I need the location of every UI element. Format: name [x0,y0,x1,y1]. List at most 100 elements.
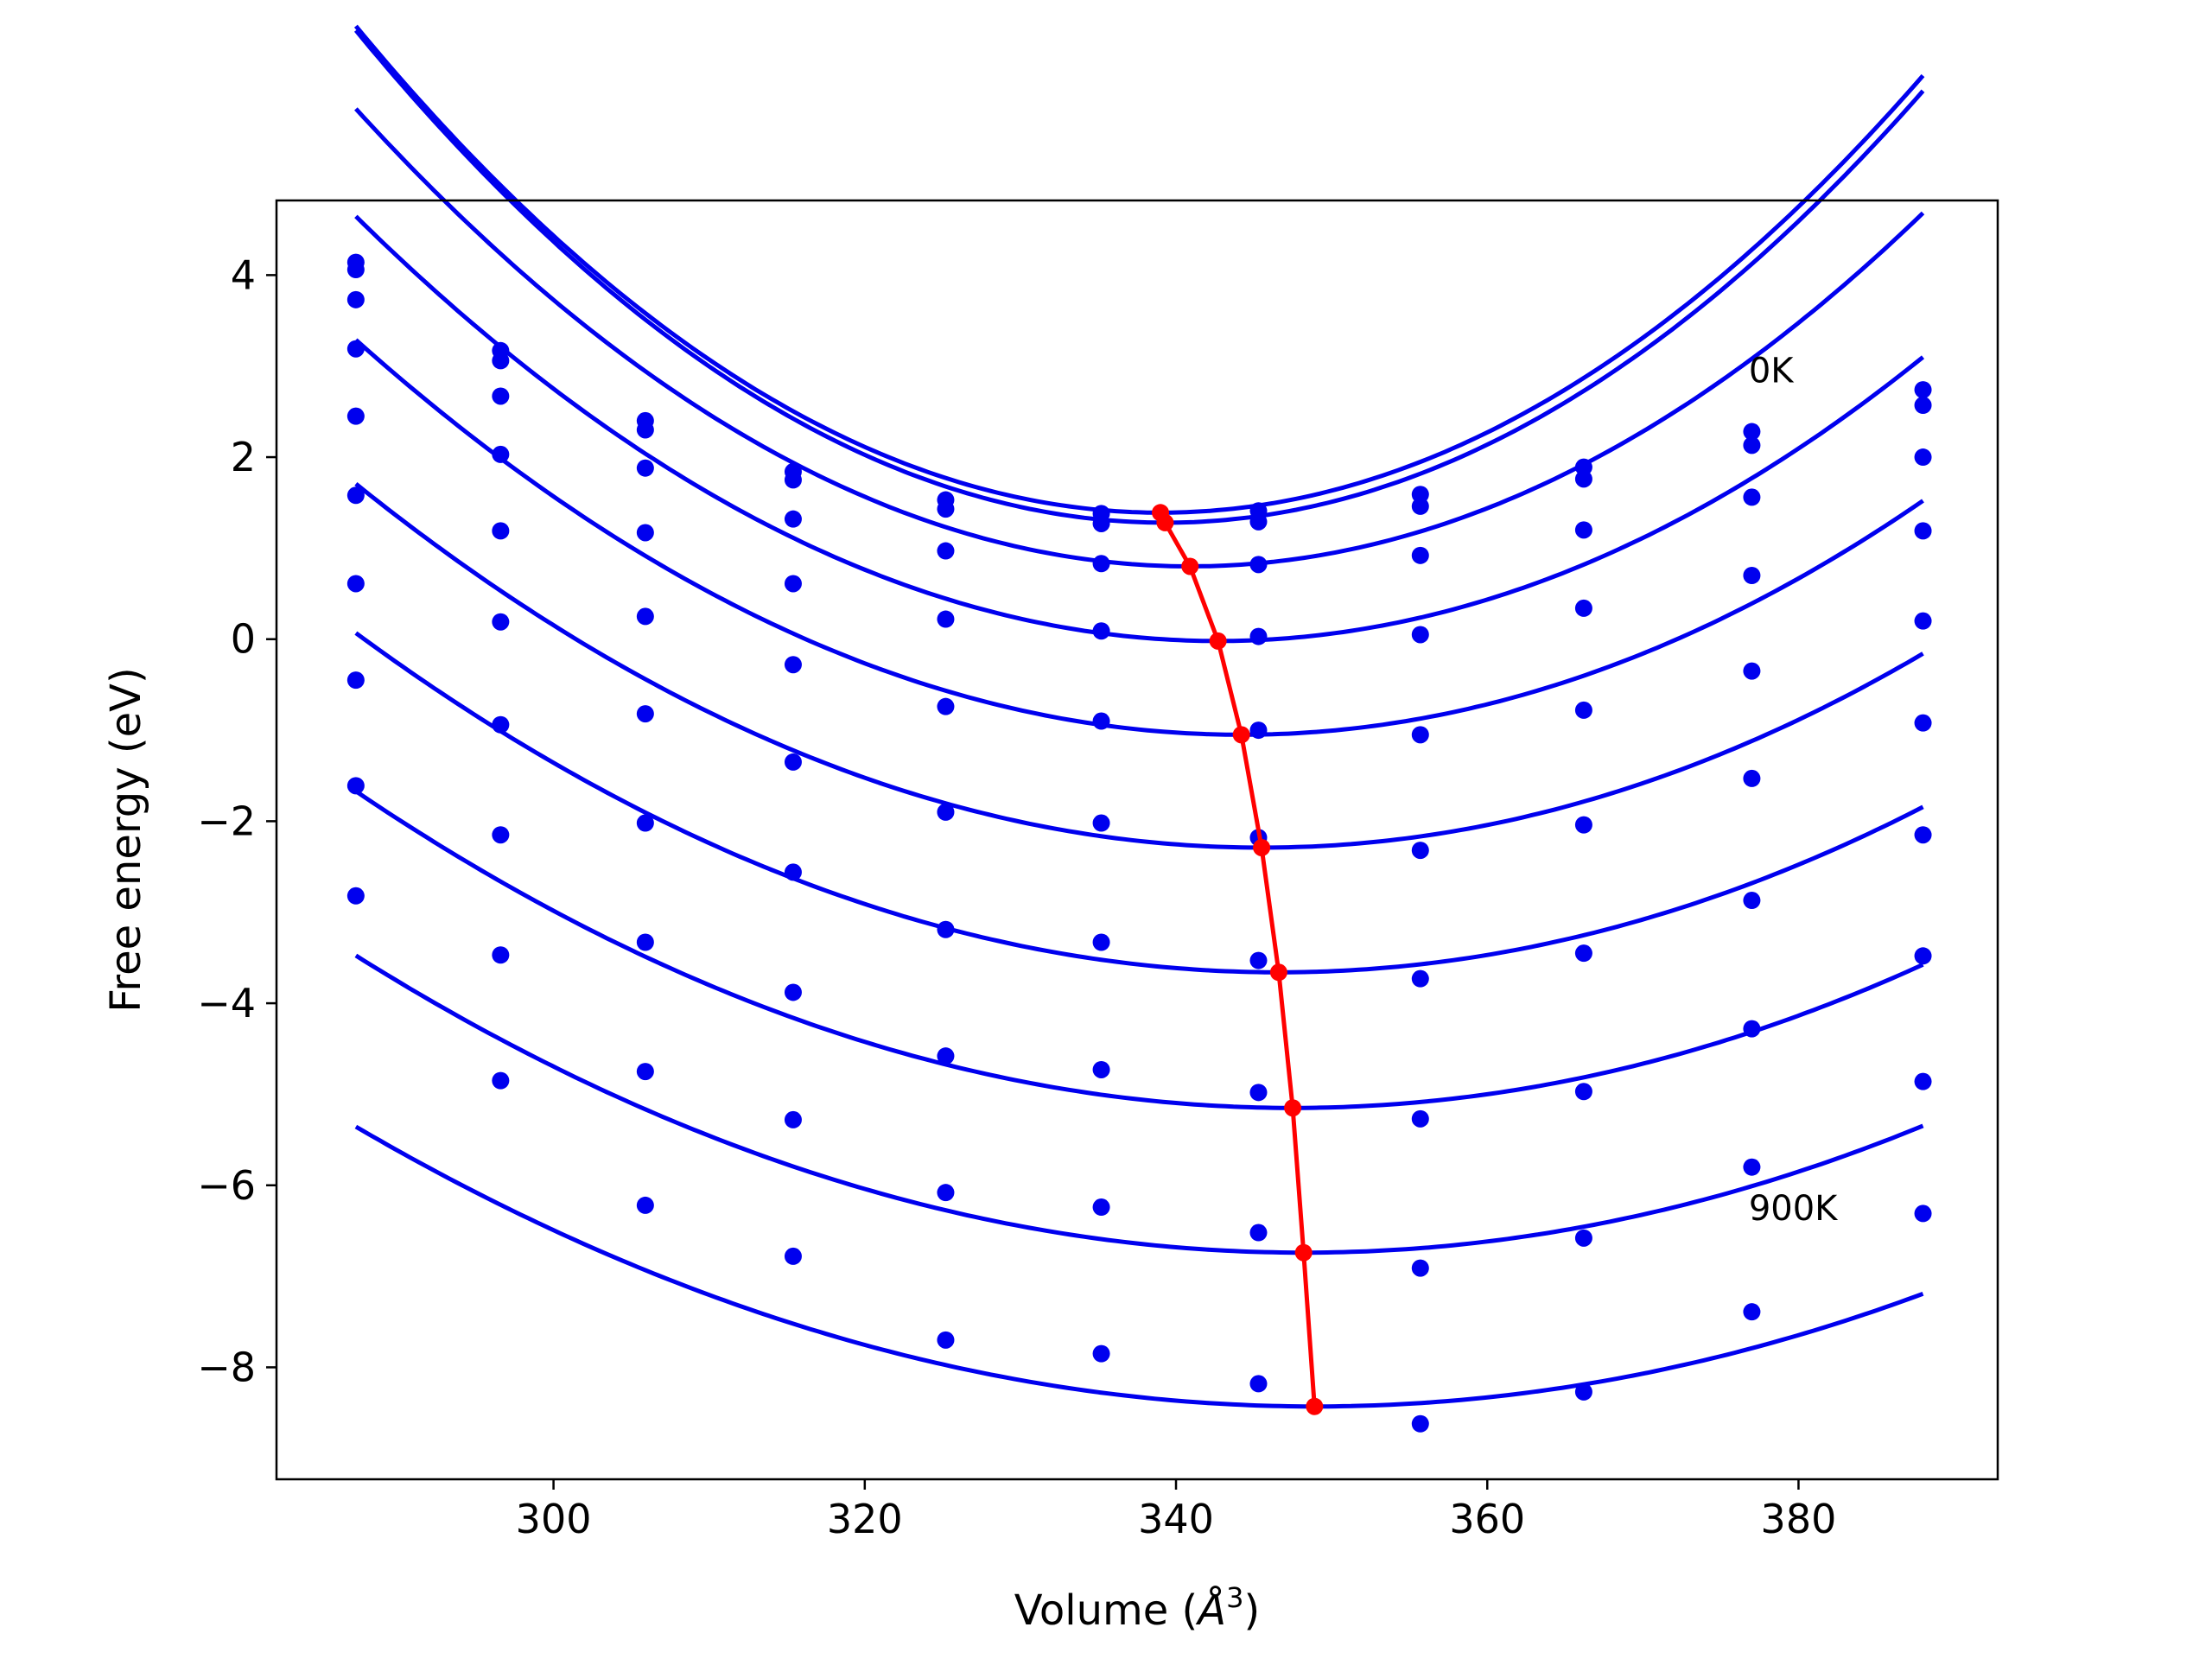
data-point [1092,622,1110,640]
data-point [1574,470,1592,488]
data-point [1743,423,1761,441]
data-point [346,671,365,690]
data-point [937,1331,955,1349]
data-point [1574,816,1592,834]
data-point [346,777,365,795]
data-point [492,522,510,540]
x-tick-label: 320 [827,1496,903,1542]
data-point [784,1247,802,1265]
minima-line [1152,504,1324,1415]
data-point [1092,814,1110,832]
annotation-label: 0K [1749,352,1795,391]
data-point [1914,826,1932,844]
data-point [346,340,365,358]
data-point [346,261,365,279]
data-point [492,826,510,844]
data-point [1249,1084,1268,1102]
data-point [937,542,955,560]
fit-curve-2 [354,107,1925,569]
data-point [1249,627,1268,645]
minimum-point [1294,1243,1313,1262]
data-point [492,715,510,734]
data-point [636,933,654,951]
data-point [636,1063,654,1081]
data-point [1574,1382,1592,1401]
fit-curve-9 [354,1124,1924,1409]
data-point [1092,1060,1110,1078]
data-point [1574,599,1592,617]
data-point [1411,497,1429,515]
data-point [1411,726,1429,744]
data-point [1743,769,1761,787]
data-point [1574,701,1592,719]
data-point [492,445,510,463]
x-axis: 300 320 340 360 380 [516,1479,1837,1542]
data-point [1574,521,1592,539]
data-point [1914,1205,1932,1223]
data-point [346,407,365,425]
data-point [1249,951,1268,969]
data-point [1249,721,1268,740]
y-tick-label: 0 [231,616,256,663]
data-point [1092,933,1110,951]
minima-path [1158,512,1317,1407]
data-point [346,486,365,505]
data-point [1092,1198,1110,1217]
data-point [1574,1229,1592,1247]
data-point [1914,947,1932,965]
data-point [1092,514,1110,532]
y-axis-label: Free energy (eV) [102,667,150,1012]
data-point [937,697,955,715]
data-point [1411,486,1429,504]
data-point [1743,566,1761,584]
data-point [1411,1259,1429,1277]
minimum-point [1232,726,1250,744]
data-point [1743,436,1761,454]
y-tick-label: −2 [197,798,256,844]
x-tick-label: 300 [516,1496,592,1542]
fit-curve-6 [354,631,1924,975]
minimum-point [1253,838,1271,856]
data-point [1574,944,1592,963]
data-point [346,575,365,593]
data-point [1914,1072,1932,1090]
data-point [346,290,365,308]
data-point [784,1110,802,1128]
data-point [937,803,955,821]
data-point [784,753,802,771]
data-point [1574,458,1592,476]
y-tick-label: 2 [231,434,256,480]
data-point [1249,512,1268,531]
data-point [636,459,654,477]
data-point [1411,842,1429,860]
data-points [346,253,1932,1433]
minimum-point [1306,1397,1324,1415]
data-point [1411,1109,1429,1128]
fit-curve-4 [354,338,1924,737]
data-point [636,607,654,626]
data-point [492,946,510,964]
fit-curve-0 [353,24,1925,515]
annotation-label: 900K [1749,1189,1839,1229]
minimum-point [1181,557,1199,575]
data-point [492,1071,510,1090]
data-point [636,705,654,723]
plot-frame [275,199,1999,1481]
data-point [937,1184,955,1202]
minimum-point [1269,963,1287,982]
data-point [1743,1158,1761,1176]
minimum-point [1156,513,1174,531]
data-point [784,656,802,674]
x-tick-label: 380 [1761,1496,1837,1542]
data-point [784,863,802,881]
fit-curve-7 [354,789,1924,1110]
data-point [937,1047,955,1065]
data-point [1743,1303,1761,1321]
data-point [1249,1224,1268,1242]
minimum-point [1209,632,1227,650]
data-point [492,613,510,631]
data-point [1914,448,1932,467]
data-point [1914,522,1932,540]
data-point [636,421,654,439]
